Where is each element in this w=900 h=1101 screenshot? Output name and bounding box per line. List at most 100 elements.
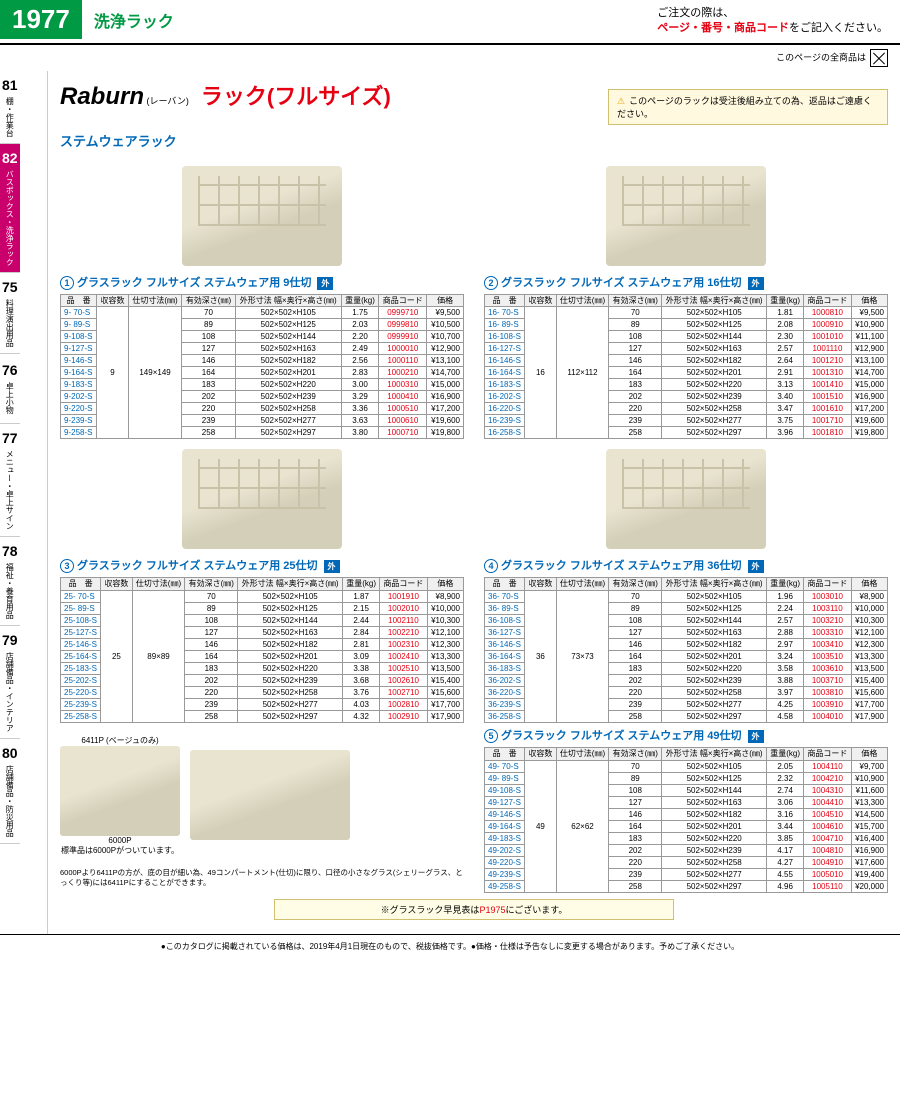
product-link[interactable]: 25-202-S: [61, 674, 101, 686]
product-link[interactable]: 36- 70-S: [485, 590, 525, 602]
product-link[interactable]: 36-202-S: [485, 674, 525, 686]
table-title-5: 5グラスラック フルサイズ ステムウェア用 49仕切外: [484, 727, 888, 743]
product-link[interactable]: 16-108-S: [485, 331, 525, 343]
product-link[interactable]: 9-183-S: [61, 379, 97, 391]
footnote-box: ※グラスラック早見表はP1975にございます。: [274, 899, 674, 920]
product-link[interactable]: 9- 89-S: [61, 319, 97, 331]
sidebar-item-80[interactable]: 80店舗備品・防災用品: [0, 739, 20, 844]
product-link[interactable]: 16- 89-S: [485, 319, 525, 331]
product-link[interactable]: 25-127-S: [61, 626, 101, 638]
sidebar-item-78[interactable]: 78福祉・養育用品: [0, 537, 20, 626]
product-link[interactable]: 36-108-S: [485, 614, 525, 626]
brand-row: Raburn (レーバン) ラック(フルサイズ) このページのラックは受注後組み…: [60, 79, 888, 125]
product-image-4: [606, 449, 766, 549]
product-link[interactable]: 49-239-S: [485, 868, 525, 880]
product-link[interactable]: 25- 89-S: [61, 602, 101, 614]
product-link[interactable]: 9-220-S: [61, 403, 97, 415]
sidebar-item-81[interactable]: 81棚・作業台: [0, 71, 20, 144]
product-link[interactable]: 49-202-S: [485, 844, 525, 856]
product-link[interactable]: 9- 70-S: [61, 307, 97, 319]
table-row: 16- 70-S16112×11270502×502×H1051.8110008…: [485, 307, 888, 319]
product-link[interactable]: 36-164-S: [485, 650, 525, 662]
table-title-2: 2グラスラック フルサイズ ステムウェア用 16仕切外: [484, 274, 888, 290]
sidebar-item-79[interactable]: 79店舗備品・インテリア: [0, 626, 20, 739]
product-table-1: 品 番収容数仕切寸法(㎜)有効深さ(㎜)外形寸法 幅×奥行×高さ(㎜)重量(kg…: [60, 294, 464, 440]
product-table-5: 品 番収容数仕切寸法(㎜)有効深さ(㎜)外形寸法 幅×奥行×高さ(㎜)重量(kg…: [484, 747, 888, 893]
product-link[interactable]: 9-108-S: [61, 331, 97, 343]
product-image-2: [606, 166, 766, 266]
footer-note: ●このカタログに掲載されている価格は、2019年4月1日現在のもので、税抜価格で…: [0, 934, 900, 958]
page-number: 1977: [0, 0, 82, 39]
sidebar-item-77[interactable]: 77メニュー・卓上サイン: [0, 424, 20, 537]
product-link[interactable]: 9-239-S: [61, 415, 97, 427]
product-link[interactable]: 16-183-S: [485, 379, 525, 391]
product-link[interactable]: 36-239-S: [485, 698, 525, 710]
product-table-3: 品 番収容数仕切寸法(㎜)有効深さ(㎜)外形寸法 幅×奥行×高さ(㎜)重量(kg…: [60, 577, 464, 723]
all-items-note: このページの全商品は: [0, 45, 900, 71]
product-link[interactable]: 16-164-S: [485, 367, 525, 379]
product-link[interactable]: 25- 70-S: [61, 590, 101, 602]
sidebar-item-76[interactable]: 76卓上小物: [0, 354, 20, 424]
warning-box: このページのラックは受注後組み立ての為、返品はご遠慮ください。: [608, 89, 888, 125]
product-link[interactable]: 36- 89-S: [485, 602, 525, 614]
table-title-3: 3グラスラック フルサイズ ステムウェア用 25仕切外: [60, 557, 464, 573]
product-link[interactable]: 49-183-S: [485, 832, 525, 844]
product-link[interactable]: 36-127-S: [485, 626, 525, 638]
product-link[interactable]: 9-127-S: [61, 343, 97, 355]
product-link[interactable]: 25-220-S: [61, 686, 101, 698]
table-row: 49- 70-S4962×6270502×502×H1052.051004110…: [485, 760, 888, 772]
product-link[interactable]: 36-258-S: [485, 710, 525, 722]
brand-sub: (レーバン): [147, 96, 189, 106]
product-link[interactable]: 9-202-S: [61, 391, 97, 403]
product-link[interactable]: 25-183-S: [61, 662, 101, 674]
product-image-6411p: [60, 746, 180, 836]
product-link[interactable]: 16-239-S: [485, 415, 525, 427]
product-link[interactable]: 25-239-S: [61, 698, 101, 710]
product-link[interactable]: 16- 70-S: [485, 307, 525, 319]
product-link[interactable]: 16-220-S: [485, 403, 525, 415]
table-row: 36- 70-S3673×7370502×502×H1051.961003010…: [485, 590, 888, 602]
product-link[interactable]: 16-202-S: [485, 391, 525, 403]
product-link[interactable]: 25-146-S: [61, 638, 101, 650]
product-link[interactable]: 49-164-S: [485, 820, 525, 832]
product-link[interactable]: 16-127-S: [485, 343, 525, 355]
product-table-4: 品 番収容数仕切寸法(㎜)有効深さ(㎜)外形寸法 幅×奥行×高さ(㎜)重量(kg…: [484, 577, 888, 723]
page-header: 1977 洗浄ラック ご注文の際は、 ページ・番号・商品コードをご記入ください。: [0, 0, 900, 45]
table-title-1: 1グラスラック フルサイズ ステムウェア用 9仕切外: [60, 274, 464, 290]
page-title: 洗浄ラック: [82, 0, 186, 40]
product-link[interactable]: 9-164-S: [61, 367, 97, 379]
product-link[interactable]: 49-127-S: [485, 796, 525, 808]
product-link[interactable]: 36-183-S: [485, 662, 525, 674]
bottom-note: 6000Pより6411Pの方が、底の目が細い為、49コンパートメント(仕切)に限…: [60, 868, 464, 888]
product-table-2: 品 番収容数仕切寸法(㎜)有効深さ(㎜)外形寸法 幅×奥行×高さ(㎜)重量(kg…: [484, 294, 888, 440]
product-image-3: [182, 449, 342, 549]
sidebar-item-75[interactable]: 75料理演出用品: [0, 273, 20, 354]
product-link[interactable]: 49- 70-S: [485, 760, 525, 772]
product-link[interactable]: 49- 89-S: [485, 772, 525, 784]
product-image-6000p: [190, 750, 350, 840]
product-image-1: [182, 166, 342, 266]
product-link[interactable]: 49-258-S: [485, 880, 525, 892]
brand-logo: Raburn: [60, 83, 144, 110]
table-row: 9- 70-S9149×14970502×502×H1051.750999710…: [61, 307, 464, 319]
product-link[interactable]: 25-258-S: [61, 710, 101, 722]
product-link[interactable]: 9-258-S: [61, 427, 97, 439]
sidebar-item-82[interactable]: 82バスボックス・洗浄ラック: [0, 144, 20, 273]
product-link[interactable]: 36-220-S: [485, 686, 525, 698]
product-link[interactable]: 49-146-S: [485, 808, 525, 820]
table-row: 25- 70-S2589×8970502×502×H1051.871001910…: [61, 590, 464, 602]
product-link[interactable]: 25-164-S: [61, 650, 101, 662]
subtitle: ステムウェアラック: [60, 131, 888, 150]
product-link[interactable]: 9-146-S: [61, 355, 97, 367]
product-link[interactable]: 25-108-S: [61, 614, 101, 626]
brand-title: ラック(フルサイズ): [201, 79, 391, 111]
product-link[interactable]: 16-146-S: [485, 355, 525, 367]
order-note: ご注文の際は、 ページ・番号・商品コードをご記入ください。: [645, 0, 900, 43]
table-title-4: 4グラスラック フルサイズ ステムウェア用 36仕切外: [484, 557, 888, 573]
product-link[interactable]: 16-258-S: [485, 427, 525, 439]
product-link[interactable]: 49-220-S: [485, 856, 525, 868]
cross-box-icon: [870, 49, 888, 67]
product-link[interactable]: 49-108-S: [485, 784, 525, 796]
bottom-image-section: 6411P (ベージュのみ) 6000P標準品は6000Pがついています。: [60, 735, 464, 856]
product-link[interactable]: 36-146-S: [485, 638, 525, 650]
